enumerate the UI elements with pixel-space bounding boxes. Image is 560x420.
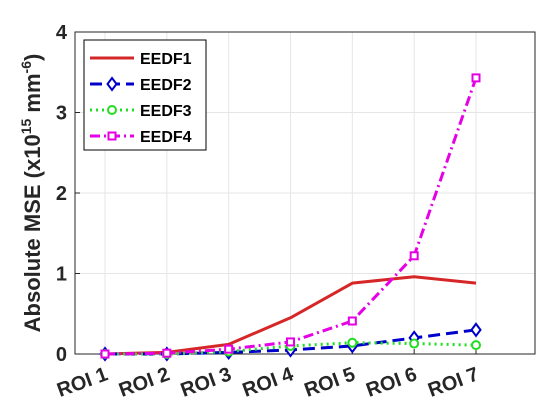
y-tick-label: 2 bbox=[56, 183, 67, 205]
y-tick-label: 0 bbox=[56, 344, 67, 366]
data-point bbox=[471, 340, 481, 351]
data-point bbox=[471, 73, 481, 83]
y-tick-label: 1 bbox=[56, 264, 67, 286]
legend-label: EEDF1 bbox=[140, 51, 192, 68]
legend-item: EEDF4 bbox=[90, 129, 192, 146]
legend: EEDF1 EEDF2 EEDF3 EEDF4 bbox=[83, 39, 207, 151]
series-lines bbox=[99, 73, 482, 362]
x-tick-label: ROI 3 bbox=[178, 363, 235, 402]
data-point bbox=[347, 337, 358, 348]
data-point bbox=[347, 316, 357, 326]
data-point bbox=[107, 105, 117, 115]
x-tick-label: ROI 2 bbox=[116, 363, 173, 402]
y-tick-label: 4 bbox=[56, 22, 68, 44]
data-point bbox=[409, 338, 420, 349]
legend-item: EEDF1 bbox=[90, 51, 192, 68]
legend-label: EEDF3 bbox=[140, 103, 192, 120]
series-eedf4 bbox=[100, 73, 481, 359]
y-axis-label: Absolute MSE (x1015 mm-6) bbox=[18, 54, 45, 333]
legend-item: EEDF3 bbox=[90, 103, 192, 120]
data-point bbox=[162, 348, 172, 358]
data-point bbox=[106, 76, 118, 92]
data-point bbox=[409, 251, 419, 261]
data-point bbox=[286, 337, 295, 347]
x-tick-label: ROI 5 bbox=[302, 363, 359, 402]
y-tick-label: 3 bbox=[56, 103, 67, 125]
data-point bbox=[100, 349, 110, 359]
x-tick-label: ROI 1 bbox=[54, 363, 111, 402]
legend-item: EEDF2 bbox=[90, 76, 192, 94]
x-tick-label: ROI 4 bbox=[240, 363, 297, 402]
data-point bbox=[470, 322, 482, 338]
data-point bbox=[224, 344, 234, 354]
legend-label: EEDF2 bbox=[140, 77, 192, 94]
x-tick-label: ROI 7 bbox=[425, 363, 482, 402]
legend-label: EEDF4 bbox=[140, 129, 192, 146]
data-point bbox=[107, 131, 117, 141]
x-tick-label: ROI 6 bbox=[363, 363, 420, 402]
